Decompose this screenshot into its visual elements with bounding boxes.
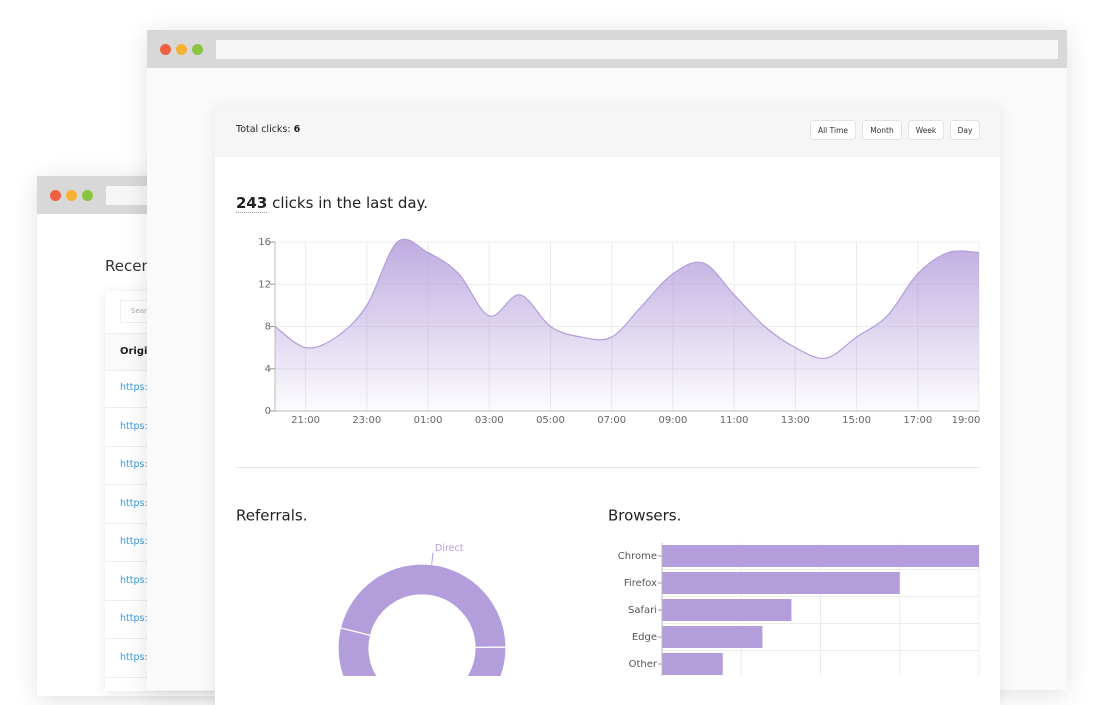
bar — [662, 572, 900, 594]
max-dot[interactable] — [192, 44, 203, 55]
divider — [236, 467, 980, 468]
chart-title: Browsers. — [608, 507, 681, 525]
row-link[interactable]: https: — [120, 420, 148, 432]
summary: 243 clicks in the last day. — [236, 194, 429, 213]
y-tick-label: 8 — [265, 322, 271, 333]
y-tick-label: 4 — [265, 364, 271, 375]
url-bar[interactable] — [216, 40, 1058, 59]
x-tick-label: 17:00 — [903, 415, 932, 426]
close-dot[interactable] — [160, 44, 171, 55]
row-link[interactable]: https: — [120, 536, 148, 547]
x-tick-label: 15:00 — [842, 415, 871, 426]
bar — [662, 626, 763, 648]
y-tick-label: Edge — [632, 632, 657, 643]
x-tick-label: 11:00 — [720, 415, 749, 426]
summary-count: 243 — [236, 194, 268, 213]
row-link[interactable]: https: — [120, 497, 148, 509]
filter-button[interactable]: All Time — [810, 120, 856, 140]
total-clicks-label: Total clicks: — [236, 124, 291, 135]
card-header: Total clicks: 6 All Time Month Week Day — [215, 105, 1000, 157]
y-tick-label: Other — [629, 659, 658, 670]
y-tick-label: 16 — [258, 237, 271, 248]
x-tick-label: 13:00 — [781, 415, 810, 426]
row-link[interactable]: https: — [120, 651, 148, 663]
y-tick-label: Safari — [628, 605, 657, 616]
total-clicks: Total clicks: 6 — [236, 124, 300, 135]
y-tick-label: Firefox — [624, 578, 657, 589]
title-bar — [147, 30, 1067, 68]
leader-line — [431, 552, 434, 565]
y-tick-label: Chrome — [618, 551, 657, 562]
close-dot[interactable] — [50, 190, 61, 201]
row-link[interactable]: https: — [120, 382, 148, 393]
chart-title: Referrals. — [236, 507, 308, 525]
bar — [662, 545, 979, 567]
row-link[interactable]: https: — [120, 574, 148, 586]
filter-button[interactable]: Month — [862, 120, 902, 140]
area — [275, 239, 979, 411]
x-tick-label: 21:00 — [291, 415, 320, 426]
slice-label: Direct — [435, 543, 464, 554]
bar — [662, 653, 723, 675]
x-tick-label: 03:00 — [475, 415, 504, 426]
column-header: Origi — [120, 346, 148, 357]
max-dot[interactable] — [82, 190, 93, 201]
slice — [337, 627, 507, 676]
x-tick-label: 19:00 — [952, 415, 981, 426]
x-tick-label: 05:00 — [536, 415, 565, 426]
charts: Referrals. Browsers. 0 4 8 12 16 21:00 23:00 01… — [236, 237, 981, 676]
y-tick-label: 0 — [265, 406, 271, 417]
x-tick-label: 07:00 — [597, 415, 626, 426]
y-tick-label: 12 — [258, 279, 271, 290]
row-link[interactable]: https: — [120, 613, 148, 624]
page: Recen Sear Origi https: https: https: https… — [37, 30, 1067, 678]
summary-text: clicks in the last day. — [272, 194, 429, 212]
x-tick-label: 23:00 — [352, 415, 381, 426]
min-dot[interactable] — [66, 190, 77, 201]
row-link[interactable]: https: — [120, 459, 148, 470]
slice — [339, 563, 507, 649]
total-clicks-value: 6 — [293, 124, 301, 135]
x-tick-label: 09:00 — [658, 415, 687, 426]
filter-button[interactable]: Week — [908, 120, 944, 140]
x-tick-label: 01:00 — [414, 415, 443, 426]
heading: Recen — [105, 257, 151, 275]
bar — [662, 599, 792, 621]
filter-button[interactable]: Day — [950, 120, 980, 140]
min-dot[interactable] — [176, 44, 187, 55]
line — [274, 238, 980, 360]
